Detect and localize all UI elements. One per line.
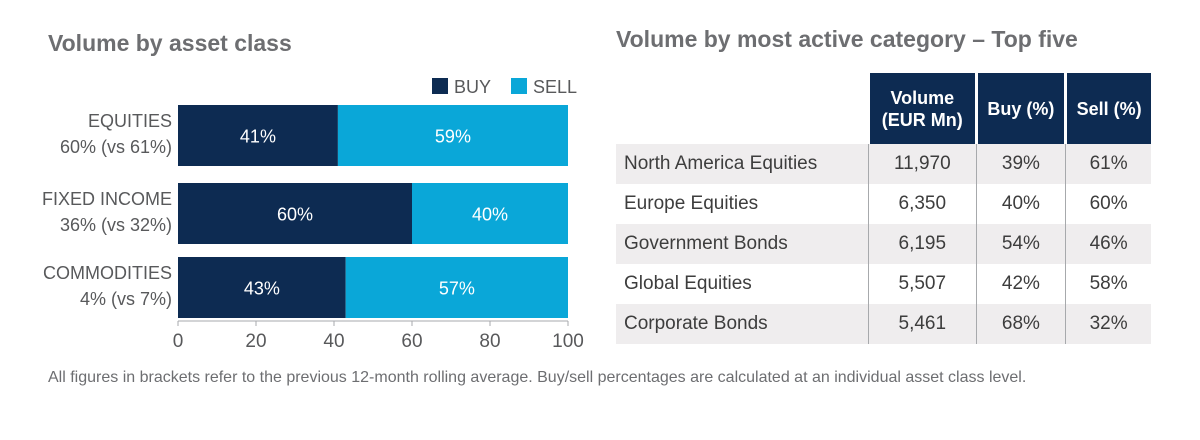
category-sublabel: 60% (vs 61%): [60, 137, 172, 157]
footnote: All figures in brackets refer to the pre…: [48, 369, 1027, 386]
x-tick-label: 20: [245, 331, 266, 352]
sell-cell: 58%: [1065, 264, 1151, 304]
volume-cell: 6,195: [868, 224, 977, 264]
sell-cell: 32%: [1065, 304, 1151, 344]
x-tick-label: 60: [401, 331, 422, 352]
header-blank: [616, 73, 869, 144]
data-label: 40%: [472, 205, 508, 225]
buy-bar: [178, 257, 346, 318]
category-label: EQUITIES: [88, 111, 172, 131]
category-label: FIXED INCOME: [42, 189, 172, 209]
category-cell: Global Equities: [624, 273, 752, 294]
x-tick-label: 40: [323, 331, 344, 352]
header-sell: Sell (%): [1064, 73, 1151, 144]
legend-swatch-sell: [511, 78, 527, 94]
x-tick-label: 100: [552, 331, 584, 352]
category-label: COMMODITIES: [43, 263, 172, 283]
volume-cell: 6,350: [868, 184, 977, 224]
chart-title: Volume by asset class: [48, 30, 292, 56]
table-row: Corporate Bonds 5,461 68% 32%: [616, 304, 1151, 344]
volume-cell: 11,970: [868, 144, 977, 184]
stacked-bar-chart: BUY SELL 41% 59% EQUITIES 60% (vs 61%) 60% 40% F…: [42, 77, 584, 352]
data-label: 43%: [244, 279, 280, 299]
table-header-row: Volume (EUR Mn) Buy (%) Sell (%): [616, 73, 1151, 144]
legend-label-sell: SELL: [533, 77, 577, 97]
sell-bar: [337, 105, 568, 166]
x-tick-label: 80: [479, 331, 500, 352]
data-label: 59%: [435, 127, 471, 147]
category-cell: Europe Equities: [624, 193, 759, 214]
buy-cell: 40%: [975, 184, 1066, 224]
header-buy: Buy (%): [974, 73, 1066, 144]
sell-cell: 61%: [1065, 144, 1151, 184]
volume-cell: 5,461: [868, 304, 977, 344]
buy-bar: [178, 105, 338, 166]
data-label: 57%: [439, 279, 475, 299]
category-sublabel: 4% (vs 7%): [80, 289, 172, 309]
buy-cell: 42%: [975, 264, 1066, 304]
sell-bar: [345, 257, 568, 318]
top-five-table: Volume (EUR Mn) Buy (%) Sell (%) North Am…: [616, 73, 1151, 344]
category-cell: North America Equities: [616, 144, 869, 184]
category-cell: Corporate Bonds: [616, 304, 869, 344]
data-label: 41%: [240, 127, 276, 147]
volume-cell: 5,507: [868, 264, 977, 304]
category-cell: Government Bonds: [616, 224, 869, 264]
buy-bar: [178, 183, 412, 244]
sell-cell: 60%: [1065, 184, 1151, 224]
table-row: Global Equities 5,507 42% 58%: [616, 264, 1151, 304]
data-label: 60%: [277, 205, 313, 225]
legend-swatch-buy: [432, 78, 448, 94]
sell-cell: 46%: [1065, 224, 1151, 264]
x-tick-label: 0: [173, 331, 184, 352]
table-row: Europe Equities 6,350 40% 60%: [616, 184, 1151, 224]
buy-cell: 39%: [975, 144, 1066, 184]
buy-cell: 54%: [975, 224, 1066, 264]
table-row: Government Bonds 6,195 54% 46%: [616, 224, 1151, 264]
buy-cell: 68%: [975, 304, 1066, 344]
sell-bar: [412, 183, 568, 244]
legend-label-buy: BUY: [454, 77, 491, 97]
header-volume: Volume (EUR Mn): [867, 73, 977, 144]
table-title: Volume by most active category – Top fiv…: [616, 26, 1078, 52]
category-sublabel: 36% (vs 32%): [60, 215, 172, 235]
table-row: North America Equities 11,970 39% 61%: [616, 144, 1151, 184]
